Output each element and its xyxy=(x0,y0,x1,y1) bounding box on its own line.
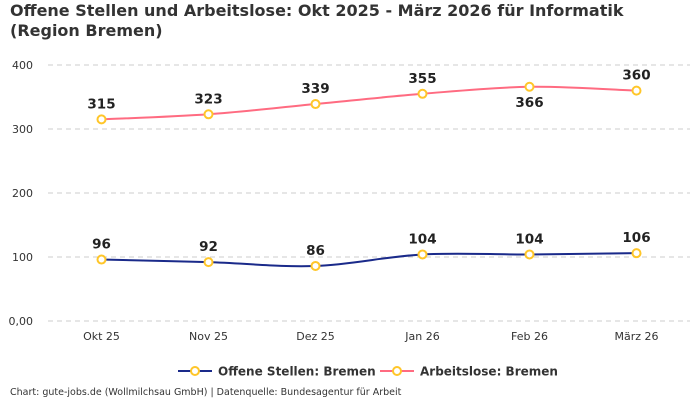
data-point xyxy=(631,85,642,96)
series-line xyxy=(101,252,637,268)
chart-source: Chart: gute-jobs.de (Wollmilchsau GmbH) … xyxy=(10,387,402,398)
legend-label: Offene Stellen: Bremen xyxy=(218,365,376,379)
series-line xyxy=(101,85,637,121)
legend-marker xyxy=(190,366,200,376)
y-tick-label: 300 xyxy=(12,123,33,136)
data-label: 339 xyxy=(301,81,329,97)
data-point xyxy=(310,260,321,271)
data-point xyxy=(524,249,535,260)
x-tick-label: Nov 25 xyxy=(189,330,228,343)
data-label: 96 xyxy=(92,237,111,253)
data-point xyxy=(310,99,321,110)
data-point xyxy=(417,88,428,99)
legend-marker xyxy=(392,366,402,376)
data-point xyxy=(524,81,535,92)
data-label: 106 xyxy=(622,230,650,246)
chart-title: Offene Stellen und Arbeitslose: Okt 2025… xyxy=(10,1,624,40)
y-tick-label: 400 xyxy=(12,59,33,72)
x-tick-label: Feb 26 xyxy=(511,330,548,343)
data-point xyxy=(96,254,107,265)
data-point xyxy=(96,114,107,125)
data-label: 104 xyxy=(515,231,543,247)
data-point xyxy=(203,109,214,120)
data-point xyxy=(631,248,642,259)
data-point xyxy=(417,249,428,260)
legend-label: Arbeitslose: Bremen xyxy=(420,365,558,379)
data-label: 315 xyxy=(87,96,115,112)
y-tick-label: 200 xyxy=(12,187,33,200)
data-label: 92 xyxy=(199,239,218,255)
data-label: 360 xyxy=(622,68,650,84)
x-tick-label: Jan 26 xyxy=(404,330,439,343)
data-label: 104 xyxy=(408,231,436,247)
data-label: 323 xyxy=(194,91,222,107)
data-label: 355 xyxy=(408,71,436,87)
data-label: 366 xyxy=(515,95,543,111)
x-tick-label: Okt 25 xyxy=(83,330,120,343)
data-label: 86 xyxy=(306,243,325,259)
x-tick-label: März 26 xyxy=(614,330,658,343)
x-tick-label: Dez 25 xyxy=(296,330,335,343)
data-point xyxy=(203,257,214,268)
y-tick-label: 0,00 xyxy=(9,315,34,328)
y-tick-label: 100 xyxy=(12,251,33,264)
